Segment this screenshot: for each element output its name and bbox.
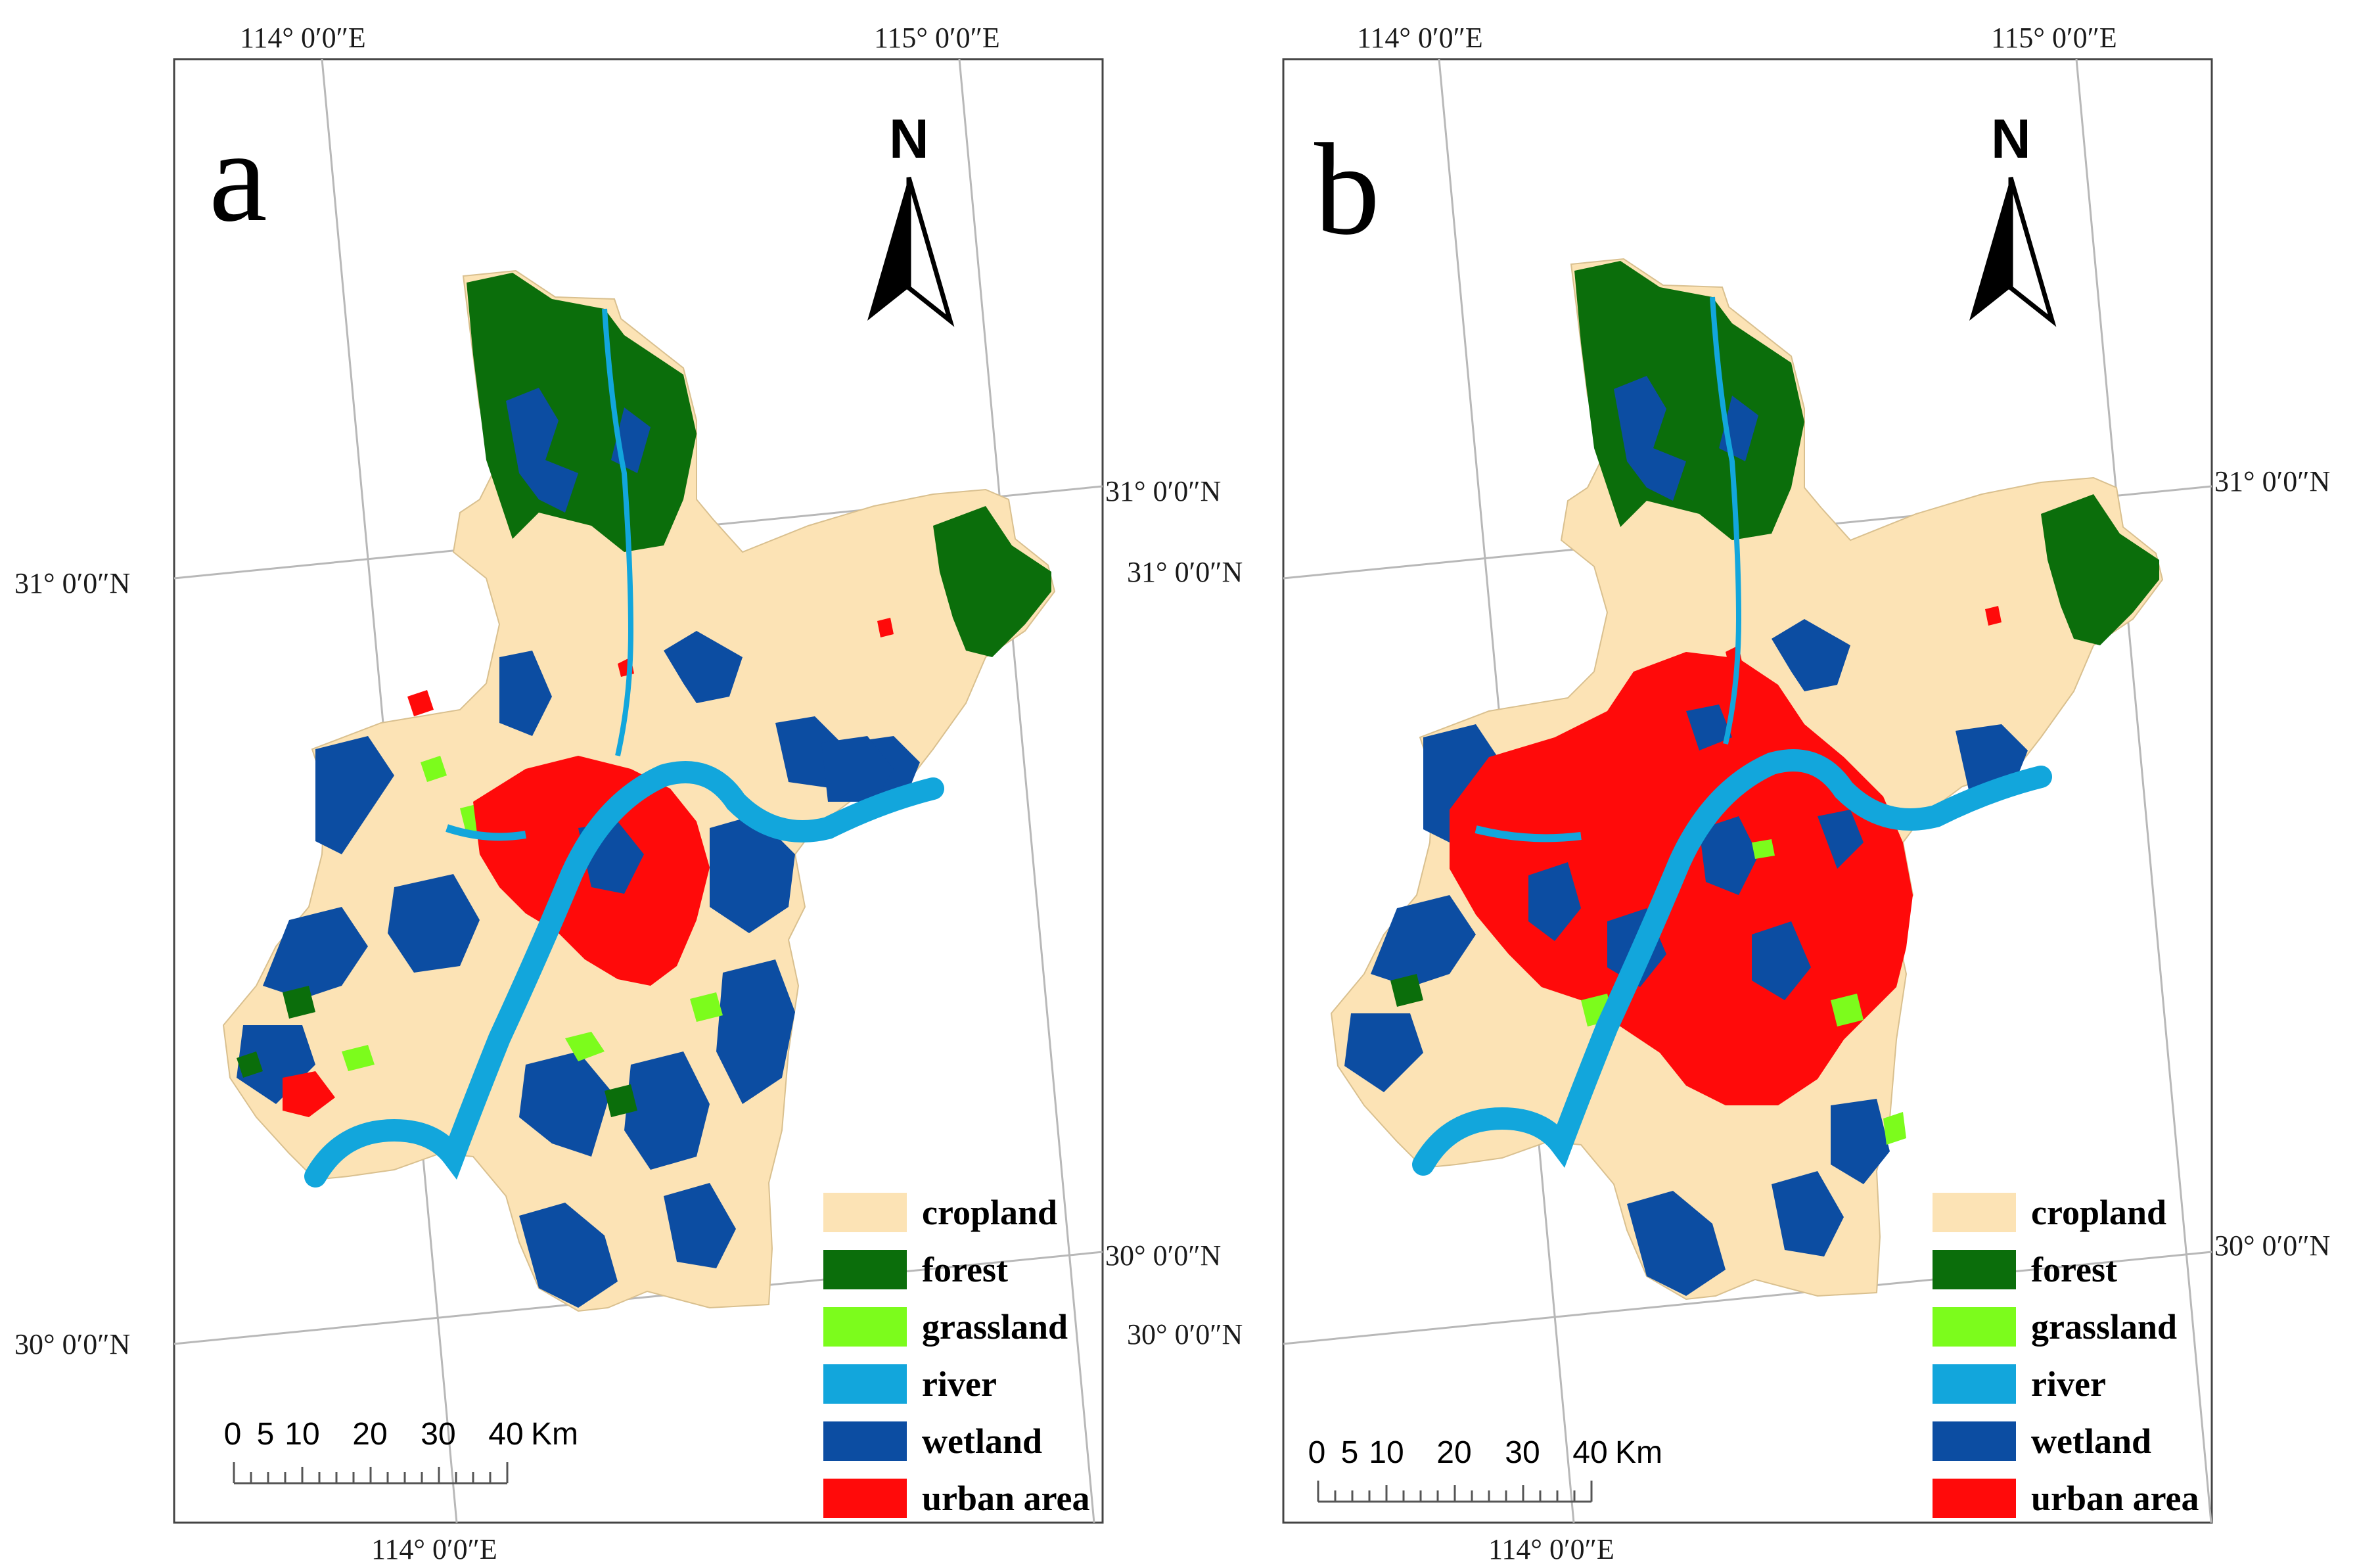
lat-label-right-upper: 31° 0′0″N xyxy=(1105,475,1221,507)
legend-label-forest: forest xyxy=(2031,1250,2117,1289)
legend-label-river: river xyxy=(922,1364,997,1404)
lat-label-right-lower: 30° 0′0″N xyxy=(1105,1239,1221,1272)
map-panel-a: 114° 0′0″E 115° 0′0″E 114° 0′0″E 31° 0′0… xyxy=(14,22,1221,1565)
legend-swatch-wetland xyxy=(823,1421,907,1461)
legend-swatch-cropland xyxy=(1933,1193,2016,1232)
svg-text:10: 10 xyxy=(285,1417,319,1452)
scale-bar-icon: 0 5 10 20 30 40 Km xyxy=(1308,1435,1662,1503)
lon-label-top-right: 115° 0′0″E xyxy=(874,22,1000,54)
legend-swatch-urban xyxy=(1933,1479,2016,1518)
panel-letter: a xyxy=(209,104,267,249)
svg-text:Km: Km xyxy=(531,1417,578,1452)
legend-swatch-forest xyxy=(1933,1250,2016,1289)
lat-label-left-upper: 31° 0′0″N xyxy=(1127,556,1243,588)
svg-text:0: 0 xyxy=(1308,1435,1326,1470)
legend-label-cropland: cropland xyxy=(922,1193,1057,1232)
legend-swatch-grassland xyxy=(1933,1307,2016,1347)
svg-text:5: 5 xyxy=(1341,1435,1359,1470)
svg-text:30: 30 xyxy=(421,1417,455,1452)
legend-swatch-cropland xyxy=(823,1193,907,1232)
lon-label-bottom: 114° 0′0″E xyxy=(371,1533,497,1565)
lon-label-top-left: 114° 0′0″E xyxy=(1357,22,1483,54)
legend: cropland forest grassland river wetland … xyxy=(823,1193,1090,1518)
legend-label-cropland: cropland xyxy=(2031,1193,2166,1232)
svg-text:0: 0 xyxy=(224,1417,242,1452)
map-panel-b: 114° 0′0″E 115° 0′0″E 114° 0′0″E 31° 0′0… xyxy=(1127,22,2330,1565)
legend-swatch-urban xyxy=(823,1479,907,1518)
legend-swatch-river xyxy=(1933,1364,2016,1404)
lon-label-bottom: 114° 0′0″E xyxy=(1488,1533,1614,1565)
graticule-labels: 114° 0′0″E 115° 0′0″E 114° 0′0″E 31° 0′0… xyxy=(1127,22,2330,1565)
panel-letter: b xyxy=(1314,117,1380,262)
lat-label-right-lower: 30° 0′0″N xyxy=(2214,1230,2330,1262)
legend-swatch-wetland xyxy=(1933,1421,2016,1461)
legend-swatch-river xyxy=(823,1364,907,1404)
lat-label-left-lower: 30° 0′0″N xyxy=(1127,1318,1243,1350)
legend-label-urban: urban area xyxy=(2031,1479,2199,1518)
svg-text:40: 40 xyxy=(1572,1435,1607,1470)
legend-label-urban: urban area xyxy=(922,1479,1090,1518)
legend-label-grassland: grassland xyxy=(2031,1307,2177,1347)
lat-label-left-lower: 30° 0′0″N xyxy=(14,1328,130,1360)
svg-text:40: 40 xyxy=(488,1417,523,1452)
legend-label-river: river xyxy=(2031,1364,2106,1404)
lon-label-top-right: 115° 0′0″E xyxy=(1991,22,2117,54)
legend-label-wetland: wetland xyxy=(922,1421,1042,1461)
legend-label-grassland: grassland xyxy=(922,1307,1068,1347)
north-arrow-icon: N xyxy=(1969,108,2057,327)
graticule-labels: 114° 0′0″E 115° 0′0″E 114° 0′0″E 31° 0′0… xyxy=(14,22,1221,1565)
scale-bar-icon: 0 5 10 20 30 40 Km xyxy=(224,1417,578,1485)
lat-label-right-upper: 31° 0′0″N xyxy=(2214,465,2330,497)
svg-text:10: 10 xyxy=(1369,1435,1404,1470)
north-label: N xyxy=(889,108,929,170)
land-use-map xyxy=(223,270,1055,1312)
svg-text:5: 5 xyxy=(257,1417,275,1452)
legend-label-forest: forest xyxy=(922,1250,1008,1289)
svg-text:20: 20 xyxy=(1436,1435,1471,1470)
legend: cropland forest grassland river wetland … xyxy=(1933,1193,2199,1518)
land-use-map xyxy=(1331,258,2163,1300)
lon-label-top-left: 114° 0′0″E xyxy=(240,22,366,54)
legend-swatch-grassland xyxy=(823,1307,907,1347)
svg-text:Km: Km xyxy=(1615,1435,1662,1470)
svg-text:20: 20 xyxy=(352,1417,387,1452)
svg-text:30: 30 xyxy=(1505,1435,1540,1470)
north-label: N xyxy=(1991,108,2031,170)
lat-label-left-upper: 31° 0′0″N xyxy=(14,567,130,599)
north-arrow-icon: N xyxy=(867,108,955,327)
legend-swatch-forest xyxy=(823,1250,907,1289)
legend-label-wetland: wetland xyxy=(2031,1421,2151,1461)
